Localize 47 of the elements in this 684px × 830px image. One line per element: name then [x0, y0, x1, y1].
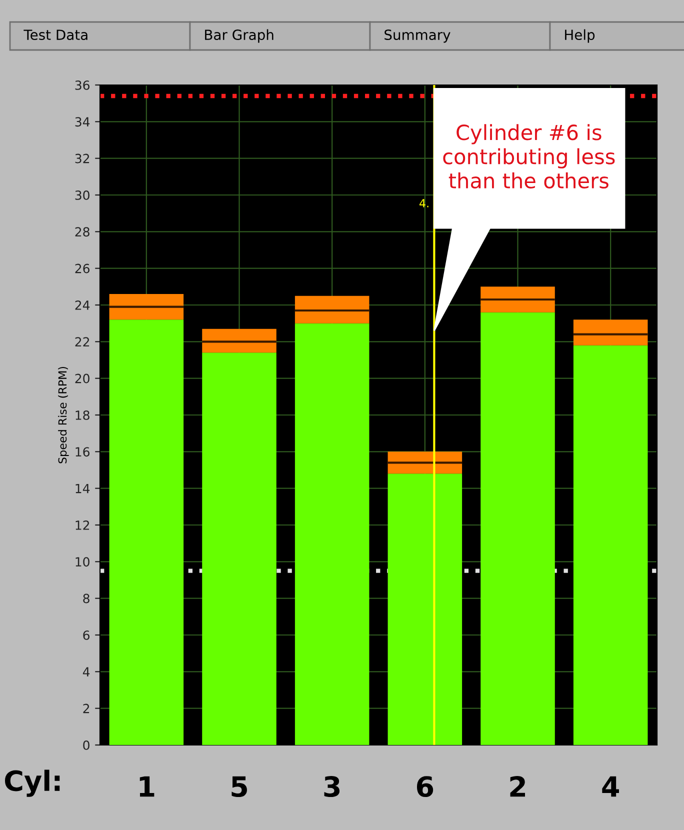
bar	[573, 320, 648, 334]
y-tick-label: 6	[83, 630, 90, 640]
y-tick-label: 24	[75, 300, 90, 310]
bar	[202, 328, 276, 342]
x-tick-label: 6	[416, 776, 434, 798]
y-tick-label: 26	[75, 264, 90, 274]
y-tick-label: 8	[83, 594, 90, 604]
y-tick-label: 4	[82, 667, 90, 676]
y-tick-label: 34	[75, 117, 90, 127]
bar	[202, 352, 276, 745]
x-tick-label: 3	[324, 776, 340, 798]
text: Summary	[384, 30, 450, 43]
bar	[573, 334, 648, 346]
y-tick-label: 14	[76, 484, 90, 494]
y-tick-label: 10	[76, 557, 90, 567]
bar	[294, 296, 370, 310]
ref-line-label: 4.	[420, 199, 428, 208]
y-tick-label: 20	[75, 374, 90, 384]
x-tick-label: 4	[602, 776, 619, 797]
y-tick-label: 2	[83, 704, 90, 714]
x-tick-label: 2	[510, 776, 525, 797]
text: Help	[565, 29, 595, 43]
bar	[573, 345, 648, 745]
y-tick-label: 28	[75, 227, 90, 237]
x-axis-title: Cyl:	[4, 770, 60, 797]
y-tick-label: 22	[75, 337, 90, 346]
bar	[480, 286, 555, 300]
bar	[388, 474, 462, 745]
bar	[294, 323, 370, 745]
x-tick-label: 1	[140, 776, 154, 797]
y-tick-label: 16	[76, 447, 90, 457]
y-tick-label: 32	[75, 154, 90, 164]
bar	[294, 310, 370, 324]
y-tick-label: 12	[76, 520, 90, 530]
bar	[202, 342, 276, 353]
bar	[480, 300, 555, 312]
bar	[109, 294, 184, 307]
y-tick-label: 0	[83, 740, 90, 750]
text: Bar Graph	[205, 29, 274, 43]
y-axis-title: Speed Rise (RPM)	[58, 366, 69, 464]
annotation: Cylinder #6 is contributing less than the others	[443, 124, 615, 188]
y-tick-label: 36	[75, 80, 90, 90]
bar	[109, 320, 184, 745]
x-tick-label: 5	[232, 776, 247, 798]
text: Test Data	[24, 30, 88, 40]
y-tick-label: 30	[75, 190, 90, 200]
y-tick-label: 18	[76, 410, 90, 420]
